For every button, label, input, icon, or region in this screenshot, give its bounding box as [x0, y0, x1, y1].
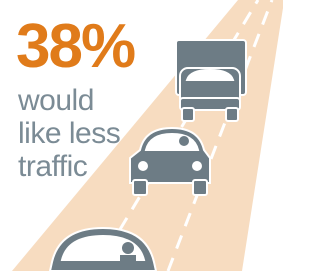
infographic: 38% would like less traffic	[0, 0, 283, 271]
truck	[176, 40, 246, 121]
headline-figure: 38%	[16, 12, 135, 81]
headline-line: like less	[18, 117, 120, 150]
headline-line: would	[17, 84, 94, 117]
headline-line: traffic	[18, 150, 88, 183]
page: 38% would like less traffic (() => { con…	[0, 0, 283, 271]
